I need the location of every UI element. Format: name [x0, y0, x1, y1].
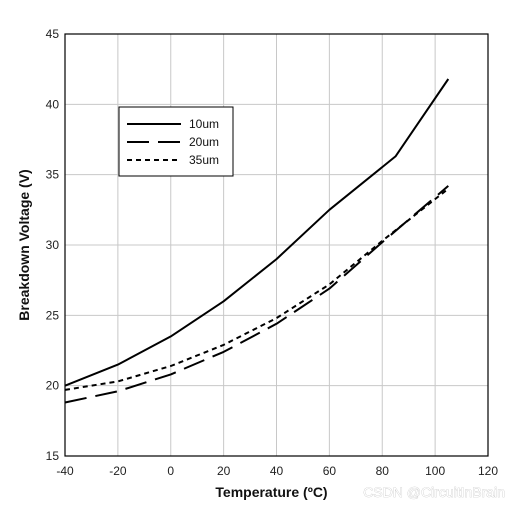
- legend-label-35um: 35um: [189, 153, 219, 167]
- x-tick-label: 20: [217, 464, 231, 478]
- plot-frame: [64, 33, 489, 457]
- x-axis-title: Temperature (ºC): [215, 484, 327, 500]
- x-tick-label: 120: [478, 464, 498, 478]
- y-tick-label: 35: [46, 168, 60, 182]
- watermark-text: CSDN @CircuitInBrain: [363, 484, 505, 500]
- y-tick-label: 40: [46, 97, 60, 111]
- x-tick-label: 0: [167, 464, 174, 478]
- y-tick-label: 30: [46, 238, 60, 252]
- tick-labels: -40 -20 0 20 40 60 80 100 120 15 20 25 30 35 40 45: [46, 27, 499, 478]
- x-tick-label: -40: [56, 464, 74, 478]
- y-tick-label: 25: [46, 308, 60, 322]
- y-tick-label: 45: [46, 27, 60, 41]
- x-tick-label: 40: [270, 464, 284, 478]
- grid-lines: [64, 33, 489, 457]
- series-line-20um: [64, 185, 449, 404]
- legend-label-20um: 20um: [189, 135, 219, 149]
- series-lines: [64, 78, 450, 404]
- series-line-35um: [64, 187, 449, 391]
- x-tick-label: 60: [323, 464, 337, 478]
- x-tick-label: 80: [376, 464, 390, 478]
- x-tick-label: -20: [109, 464, 127, 478]
- y-tick-label: 15: [46, 449, 60, 463]
- series-line-10um: [64, 78, 450, 387]
- x-tick-label: 100: [425, 464, 445, 478]
- y-axis-title: Breakdown Voltage (V): [16, 169, 32, 320]
- legend: 10um 20um 35um: [118, 106, 234, 177]
- y-tick-label: 20: [46, 379, 60, 393]
- legend-label-10um: 10um: [189, 117, 219, 131]
